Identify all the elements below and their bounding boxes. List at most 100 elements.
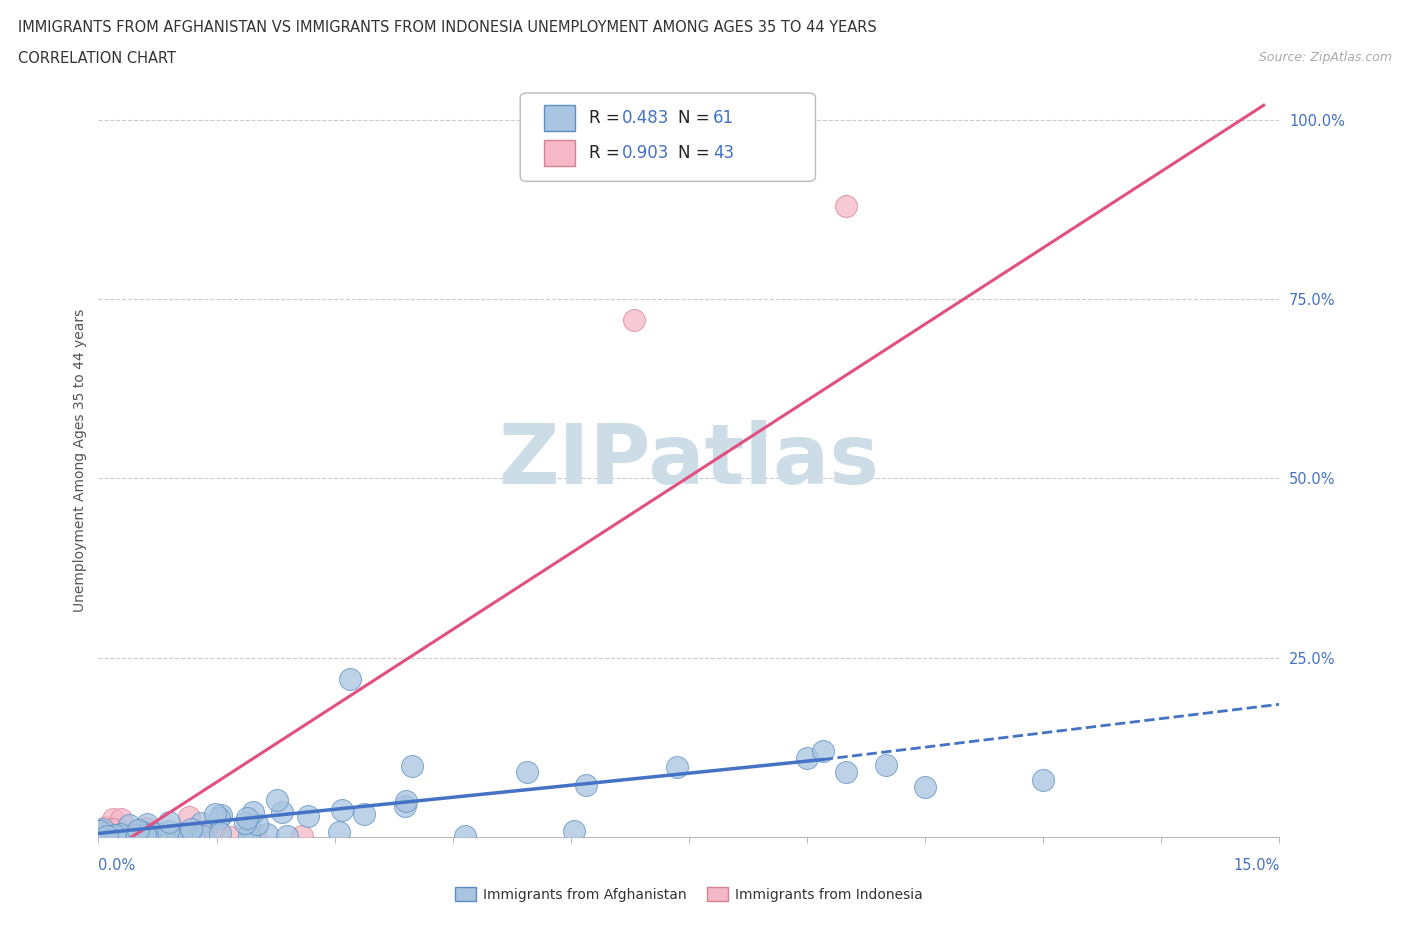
Point: [97, 825, 120, 840]
Point: [1032, 772, 1054, 787]
Point: [157, 823, 180, 838]
Point: [208, 825, 231, 840]
Point: [93, 830, 115, 844]
Point: [110, 812, 132, 827]
Text: N =: N =: [678, 144, 714, 163]
Text: Source: ZipAtlas.com: Source: ZipAtlas.com: [1258, 51, 1392, 64]
Point: [105, 821, 128, 836]
Text: 43: 43: [713, 144, 734, 163]
Point: [107, 828, 129, 843]
Point: [159, 829, 181, 844]
Point: [174, 830, 197, 844]
Point: [91, 821, 114, 836]
Point: [97, 828, 120, 843]
Text: 61: 61: [713, 109, 734, 127]
Point: [97, 830, 120, 844]
Text: CORRELATION CHART: CORRELATION CHART: [18, 51, 176, 66]
Point: [353, 806, 375, 821]
Point: [665, 760, 688, 775]
Point: [117, 817, 139, 832]
Point: [101, 823, 124, 838]
Point: [395, 793, 418, 808]
Text: 0.0%: 0.0%: [98, 857, 135, 872]
Point: [146, 829, 169, 844]
Point: [94, 819, 117, 834]
Point: [330, 803, 353, 817]
Point: [236, 811, 259, 826]
Point: [145, 827, 167, 842]
Point: [131, 829, 153, 844]
Text: 0.903: 0.903: [621, 144, 669, 163]
Point: [179, 827, 201, 842]
Point: [157, 828, 180, 843]
Text: R =: R =: [589, 144, 626, 163]
Point: [194, 822, 217, 837]
Point: [235, 816, 257, 830]
Point: [811, 743, 834, 758]
Point: [208, 810, 231, 825]
Point: [89, 824, 111, 839]
Point: [256, 827, 278, 842]
Text: 0.483: 0.483: [621, 109, 669, 127]
Point: [96, 830, 118, 844]
Text: R =: R =: [589, 109, 626, 127]
Point: [134, 828, 156, 843]
Legend: Immigrants from Afghanistan, Immigrants from Indonesia: Immigrants from Afghanistan, Immigrants …: [456, 887, 922, 901]
Point: [297, 809, 319, 824]
Point: [209, 807, 232, 822]
Point: [575, 777, 598, 792]
Point: [246, 817, 269, 831]
Text: IMMIGRANTS FROM AFGHANISTAN VS IMMIGRANTS FROM INDONESIA UNEMPLOYMENT AMONG AGES: IMMIGRANTS FROM AFGHANISTAN VS IMMIGRANT…: [18, 20, 877, 35]
Text: ZIPatlas: ZIPatlas: [499, 419, 879, 501]
Point: [394, 799, 416, 814]
Point: [108, 827, 131, 842]
Point: [204, 806, 226, 821]
Point: [129, 822, 152, 837]
Point: [177, 810, 200, 825]
Point: [131, 828, 153, 843]
Point: [101, 812, 124, 827]
Point: [97, 829, 120, 844]
Point: [135, 820, 157, 835]
Point: [131, 825, 153, 840]
Point: [835, 198, 858, 213]
Point: [339, 671, 361, 686]
Point: [103, 829, 125, 844]
Point: [291, 829, 314, 844]
Point: [127, 823, 149, 838]
Point: [89, 829, 111, 844]
Point: [100, 821, 122, 836]
Point: [276, 829, 298, 844]
Point: [148, 827, 170, 842]
Point: [875, 758, 897, 773]
Point: [271, 804, 294, 819]
Point: [239, 821, 262, 836]
Point: [172, 824, 194, 839]
Point: [401, 759, 423, 774]
Point: [105, 829, 128, 844]
Point: [136, 817, 159, 831]
Point: [91, 830, 114, 844]
Point: [125, 828, 148, 843]
Point: [121, 827, 143, 842]
Point: [138, 828, 160, 843]
Point: [120, 830, 142, 844]
Point: [191, 829, 214, 844]
Point: [180, 821, 202, 836]
Point: [184, 828, 207, 843]
Point: [174, 827, 197, 842]
Point: [242, 804, 264, 819]
Point: [623, 313, 645, 328]
Point: [190, 815, 212, 830]
Point: [243, 827, 266, 842]
Point: [266, 792, 288, 807]
Point: [454, 829, 477, 844]
Point: [129, 828, 152, 843]
Point: [835, 765, 858, 780]
Point: [90, 825, 112, 840]
Point: [89, 826, 111, 841]
Point: [139, 829, 162, 844]
Point: [169, 827, 191, 842]
Point: [796, 751, 818, 765]
Point: [97, 825, 120, 840]
